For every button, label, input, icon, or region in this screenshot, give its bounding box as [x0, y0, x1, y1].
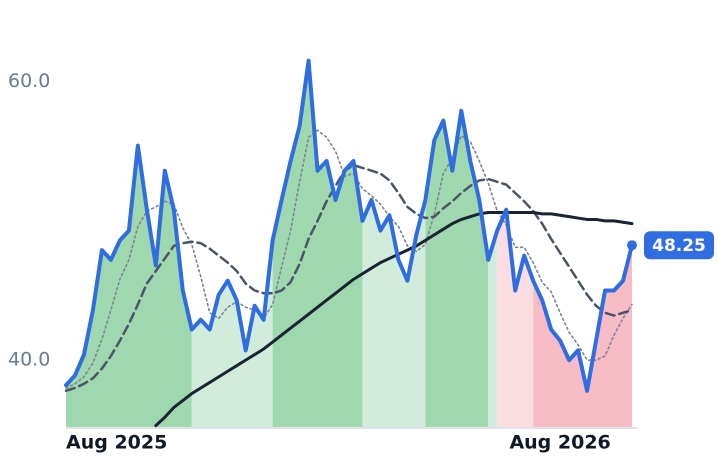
last-value-label: 48.25	[652, 236, 706, 256]
y-tick-label: 40.0	[8, 349, 50, 371]
area-band	[533, 245, 632, 427]
area-band	[425, 110, 489, 428]
area-band	[272, 60, 363, 427]
area-band	[488, 230, 498, 427]
area-band	[66, 145, 192, 427]
x-tick-label: Aug 2025	[66, 432, 167, 454]
last-point	[627, 240, 637, 251]
area-band	[497, 209, 534, 427]
series-line	[154, 210, 634, 428]
area-band	[362, 199, 426, 427]
last-value-badge	[644, 231, 714, 260]
series-line	[64, 58, 634, 393]
x-tick-label: Aug 2026	[509, 432, 610, 454]
y-tick-label: 60.0	[8, 70, 50, 92]
